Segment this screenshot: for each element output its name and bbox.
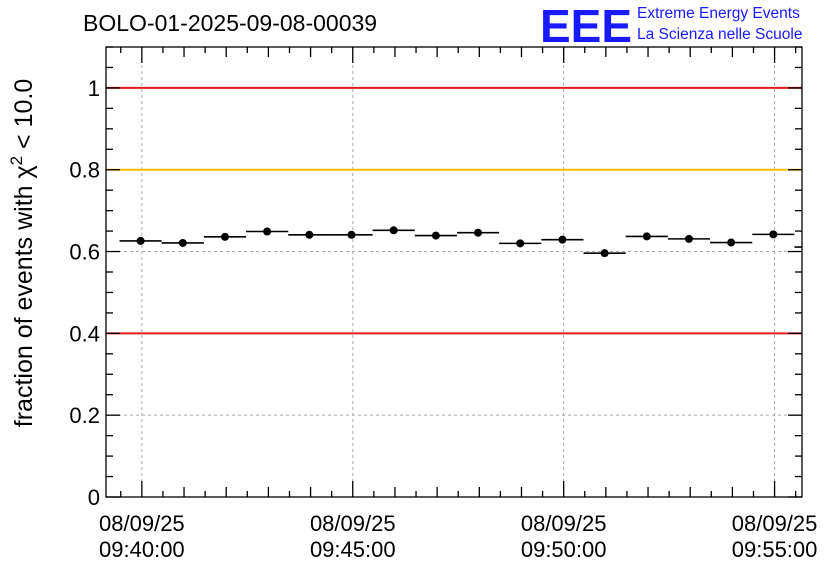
data-point <box>178 238 187 247</box>
logo-line-1: Extreme Energy Events <box>637 5 800 22</box>
logo-mark: EEE <box>540 0 632 52</box>
y-axis-label: fraction of events with χ2 < 10.0 <box>7 79 38 427</box>
x-tick-time: 09:55:00 <box>732 537 818 562</box>
y-tick-labels: 0 0.2 0.4 0.6 0.8 1 <box>69 76 100 510</box>
y-tick-label: 0.6 <box>69 240 100 265</box>
y-tick-label: 0.2 <box>69 403 100 428</box>
y-tick-label: 0 <box>88 485 100 510</box>
y-axis-label-sup: 2 <box>7 156 26 165</box>
data-point <box>305 230 314 239</box>
data-point <box>263 227 272 236</box>
plot-frame <box>105 46 803 498</box>
x-tick-labels: 08/09/2509:40:0008/09/2509:45:0008/09/25… <box>99 511 817 562</box>
x-tick-time: 09:50:00 <box>521 537 607 562</box>
data-point <box>684 234 693 243</box>
data-point <box>558 235 567 244</box>
y-tick-label: 1 <box>88 76 100 101</box>
data-point <box>431 231 440 240</box>
axis-ticks <box>106 46 802 498</box>
x-tick-date: 08/09/25 <box>310 511 396 536</box>
y-tick-label: 0.4 <box>69 321 100 346</box>
y-axis-label-prefix: fraction of events with χ <box>10 165 38 427</box>
grid <box>106 47 802 497</box>
x-tick-date: 08/09/25 <box>732 511 818 536</box>
logo-line-2: La Scienza nelle Scuole <box>637 26 802 43</box>
data-point <box>600 249 609 258</box>
data-point <box>516 239 525 248</box>
data-point <box>727 238 736 247</box>
data-point <box>347 230 356 239</box>
y-axis-label-suffix: < 10.0 <box>10 79 38 156</box>
data-point <box>769 230 778 239</box>
data-point <box>389 226 398 235</box>
chart-title: BOLO-01-2025-09-08-00039 <box>83 10 377 36</box>
data-series <box>119 226 802 258</box>
x-tick-date: 08/09/25 <box>521 511 607 536</box>
data-point <box>136 236 145 245</box>
x-tick-time: 09:40:00 <box>99 537 185 562</box>
logo: EEE Extreme Energy Events La Scienza nel… <box>540 0 802 52</box>
data-point <box>220 232 229 241</box>
x-tick-time: 09:45:00 <box>310 537 396 562</box>
reference-lines <box>106 86 802 335</box>
y-tick-label: 0.8 <box>69 158 100 183</box>
x-tick-date: 08/09/25 <box>99 511 185 536</box>
data-point <box>642 232 651 241</box>
data-point <box>474 228 483 237</box>
